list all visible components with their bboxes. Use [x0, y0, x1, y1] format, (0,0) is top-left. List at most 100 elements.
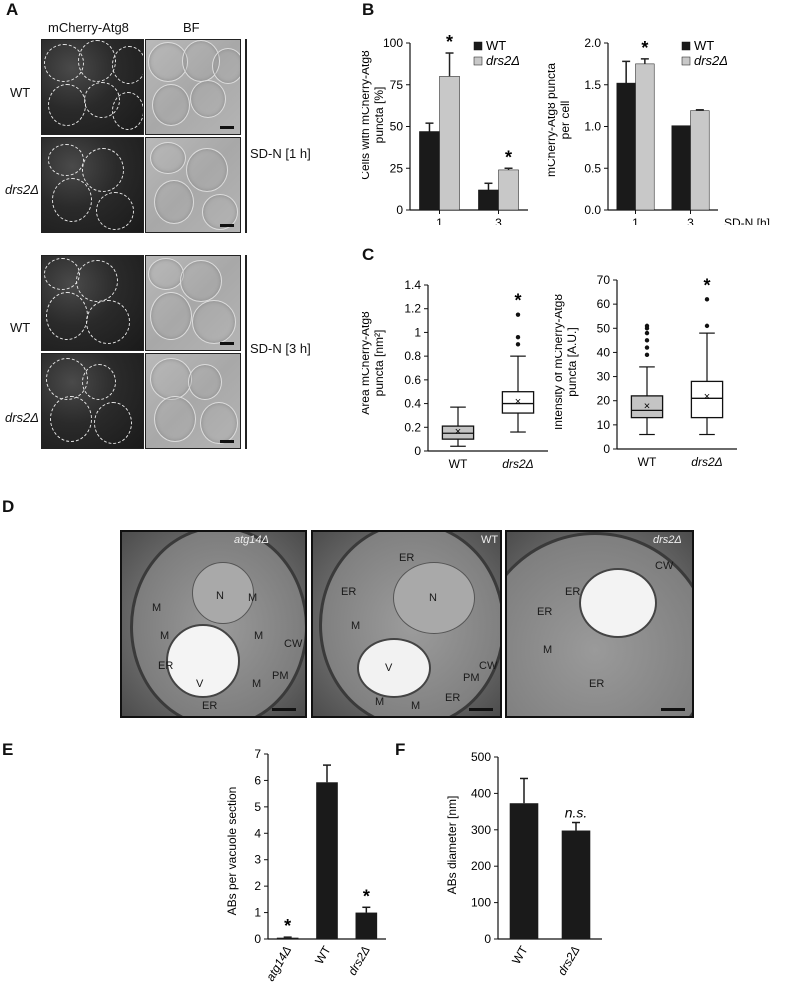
y-tick-label: 400	[471, 786, 491, 800]
outlier-point	[704, 297, 710, 302]
legend-swatch	[681, 41, 691, 51]
y-tick-label: 0	[484, 932, 491, 946]
col-header-bf: BF	[183, 20, 200, 35]
y-tick-label: 0.8	[404, 349, 421, 363]
y-axis-label: ABs diameter [nm]	[445, 796, 459, 895]
y-tick-label: 6	[254, 773, 261, 787]
x-tick-label: WT	[509, 943, 531, 967]
micrograph-mut-3h-fluorescence	[41, 353, 144, 449]
em-image-wt: WT ER ER N M V CW PM M M ER	[311, 530, 502, 718]
micrograph-mut-1h-bf	[145, 137, 241, 233]
chart-f: ABs diameter [nm] 0 100 200 300 400 500 WT drs2Δ…	[445, 750, 602, 978]
em-label: M	[248, 592, 258, 604]
panel-letter-f: F	[395, 740, 406, 759]
outlier-point	[515, 342, 521, 347]
em-label: M	[375, 696, 385, 708]
outlier-point	[644, 338, 650, 343]
em-label: M	[252, 678, 262, 690]
y-axis-label: Cells with mCherry-Atg8	[362, 50, 372, 180]
y-tick-label: 100	[471, 896, 491, 910]
chart-b-left: Cells with mCherry-Atg8 puncta [%] 0 25 50 75…	[362, 32, 528, 225]
em-label: V	[385, 662, 393, 674]
y-tick-label: 2.0	[584, 36, 601, 50]
condition-label-1h: SD-N [1 h]	[250, 146, 311, 161]
legend-label: WT	[694, 38, 714, 53]
em-label: M	[254, 630, 264, 642]
em-label: PM	[272, 670, 289, 682]
y-tick-label: 50	[390, 120, 404, 134]
y-tick-label: 1.2	[404, 302, 421, 316]
em-label: V	[196, 678, 204, 690]
mean-marker: ×	[644, 401, 650, 413]
row-label-mut-1h: drs2Δ	[5, 182, 40, 197]
y-axis-label: Area mCherry-Atg8	[362, 311, 372, 415]
x-axis-label: SD-N [h]	[724, 216, 770, 225]
x-tick-label: WT	[312, 943, 334, 967]
bar-drs2Δ	[355, 912, 378, 939]
em-image-atg14: atg14Δ M N M M M ER CW PM V M ER	[120, 530, 307, 718]
em-label: ER	[341, 586, 357, 598]
outlier-point	[644, 330, 650, 336]
micrograph-wt-3h-fluorescence	[41, 255, 144, 351]
legend-label: WT	[486, 38, 506, 53]
y-tick-label: 0.4	[404, 397, 421, 411]
y-tick-label: 500	[471, 750, 491, 764]
em-label: ER	[202, 700, 218, 712]
y-axis-label: puncta [%]	[372, 87, 386, 144]
y-axis-label: mCherry-Atg8 puncta	[548, 63, 558, 177]
em-title-drs2: drs2Δ	[653, 534, 682, 546]
x-tick-label: 3	[687, 216, 694, 225]
outlier-point	[644, 345, 650, 350]
y-tick-label: 5	[254, 800, 261, 814]
y-tick-label: 300	[471, 823, 491, 837]
y-tick-label: 25	[390, 161, 404, 175]
panel-letter-c: C	[362, 245, 375, 264]
bar-WT-3	[478, 189, 499, 211]
x-tick-label: atg14Δ	[263, 944, 294, 984]
em-label: M	[351, 620, 361, 632]
y-axis-label: Intensity of mCherry-Atg8	[555, 294, 565, 430]
em-label: PM	[463, 672, 480, 684]
chart-c-left: Area mCherry-Atg8 puncta [nm²] 0 0.2 0.4 0.6 0…	[362, 278, 548, 471]
em-label: CW	[655, 560, 674, 572]
y-tick-label: 0	[396, 203, 403, 217]
bar-WT-3	[671, 125, 691, 211]
panel-letter-d: D	[2, 497, 15, 516]
bar-WT-1	[616, 82, 636, 211]
chart-e: ABs per vacuole section 0 1 2 3 4 5 6 7 atg14Δ * WT…	[225, 747, 386, 984]
bar-drs2Δ-3	[498, 169, 519, 211]
micrograph-mut-1h-fluorescence	[41, 137, 144, 233]
x-tick-label: drs2Δ	[345, 944, 373, 978]
y-tick-label: 7	[254, 747, 261, 761]
row-label-wt-1h: WT	[10, 85, 31, 100]
x-tick-label: 1	[632, 216, 639, 225]
bar-drs2Δ-3	[690, 110, 710, 211]
y-tick-label: 200	[471, 859, 491, 873]
em-label: M	[152, 602, 162, 614]
y-tick-label: 1	[414, 325, 421, 339]
y-axis-label: puncta [A.U.]	[565, 327, 579, 396]
y-tick-label: 100	[383, 36, 403, 50]
panel-letter-a: A	[6, 0, 19, 19]
legend-swatch	[473, 41, 483, 51]
significance-label: n.s.	[565, 805, 588, 821]
x-tick-label: 3	[495, 216, 502, 225]
y-tick-label: 30	[597, 370, 611, 384]
y-tick-label: 1.0	[584, 120, 601, 134]
significance-star: *	[641, 38, 648, 58]
bracket-1h	[245, 39, 247, 233]
box-drs2Δ	[501, 391, 535, 414]
em-label: M	[543, 644, 553, 656]
y-tick-label: 0	[254, 932, 261, 946]
bar-atg14Δ	[276, 937, 299, 939]
em-label: ER	[589, 678, 605, 690]
row-label-mut-3h: drs2Δ	[5, 410, 40, 425]
bar-WT	[316, 782, 338, 939]
em-label: ER	[445, 692, 461, 704]
y-tick-label: 1	[254, 906, 261, 920]
em-label: ER	[537, 606, 553, 618]
bar-WT-1	[419, 131, 440, 211]
em-label: CW	[479, 660, 498, 672]
x-tick-label: WT	[638, 455, 657, 469]
